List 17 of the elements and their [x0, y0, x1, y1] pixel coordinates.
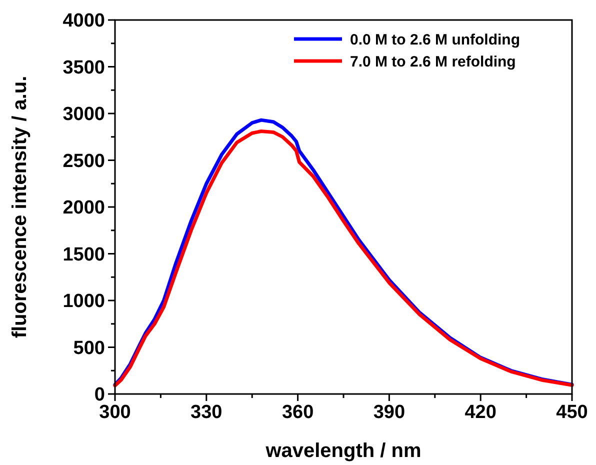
- y-tick-label: 3000: [62, 104, 105, 126]
- y-tick-label: 1500: [62, 244, 105, 266]
- x-tick-label: 330: [190, 402, 222, 423]
- y-tick-label: 3500: [62, 57, 105, 78]
- legend-label: 7.0 M to 2.6 M refolding: [350, 53, 516, 70]
- x-tick-label: 360: [282, 402, 314, 423]
- y-tick-label: 4000: [62, 10, 105, 32]
- y-tick-label: 2000: [62, 198, 105, 219]
- y-tick-label: 2500: [62, 150, 105, 172]
- x-axis-title: wavelength / nm: [264, 440, 422, 462]
- y-tick-label: 1000: [62, 291, 105, 312]
- y-axis-title: fluorescence intensity / a.u.: [9, 76, 31, 338]
- x-tick-label: 420: [464, 402, 496, 423]
- legend-label: 0.0 M to 2.6 M unfolding: [350, 31, 520, 48]
- x-tick-label: 390: [373, 402, 406, 423]
- x-tick-label: 450: [556, 402, 588, 423]
- y-tick-label: 500: [73, 338, 105, 359]
